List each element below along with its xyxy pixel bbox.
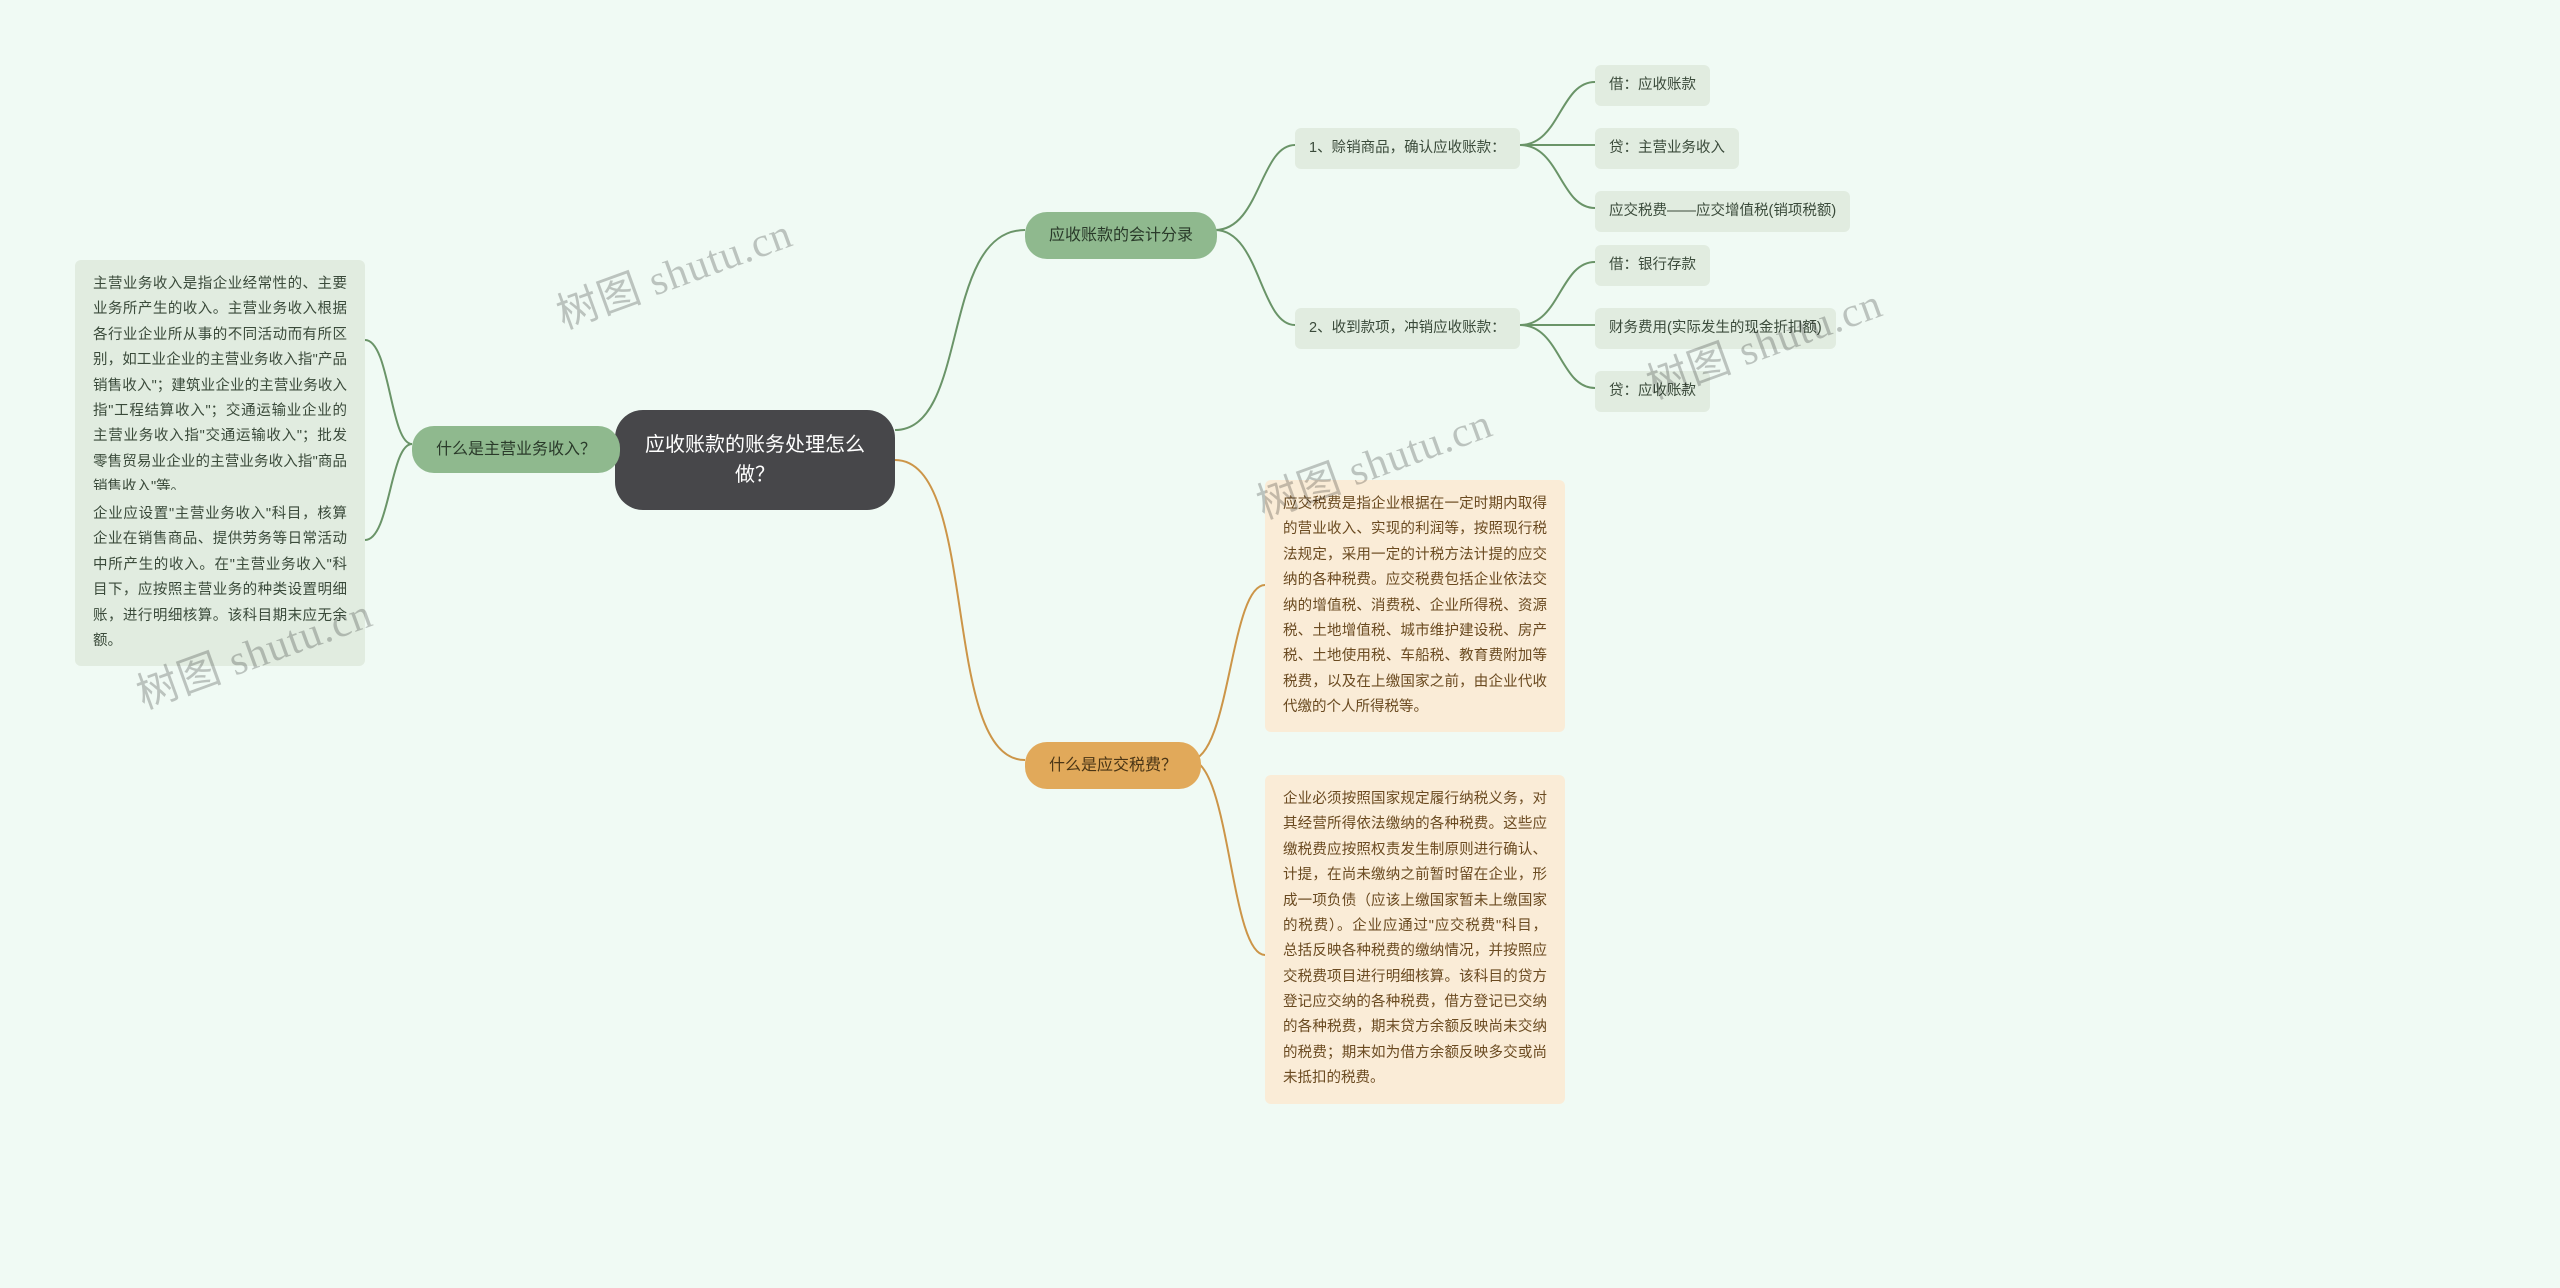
left-leaf-1: 企业应设置"主营业务收入"科目，核算企业在销售商品、提供劳务等日常活动中所产生的… bbox=[75, 490, 365, 666]
right-bottom-leaf-1: 企业必须按照国家规定履行纳税义务，对其经营所得依法缴纳的各种税费。这些应缴税费应… bbox=[1265, 775, 1565, 1104]
watermark-2: 树图 shutu.cn bbox=[547, 200, 800, 342]
group-0-entry-1: 贷：主营业务收入 bbox=[1595, 128, 1739, 169]
group-1-entry-2: 贷：应收账款 bbox=[1595, 371, 1710, 412]
right-bottom-branch-title[interactable]: 什么是应交税费？ bbox=[1025, 742, 1201, 789]
left-branch-title[interactable]: 什么是主营业务收入？ bbox=[412, 426, 620, 473]
group-0-label[interactable]: 1、赊销商品，确认应收账款： bbox=[1295, 128, 1520, 169]
group-0-entry-0: 借：应收账款 bbox=[1595, 65, 1710, 106]
left-leaf-0: 主营业务收入是指企业经常性的、主要业务所产生的收入。主营业务收入根据各行业企业所… bbox=[75, 260, 365, 512]
right-top-branch-title[interactable]: 应收账款的会计分录 bbox=[1025, 212, 1217, 259]
group-1-entry-1: 财务费用(实际发生的现金折扣额) bbox=[1595, 308, 1836, 349]
right-bottom-leaf-0: 应交税费是指企业根据在一定时期内取得的营业收入、实现的利润等，按照现行税法规定，… bbox=[1265, 480, 1565, 732]
group-1-entry-0: 借：银行存款 bbox=[1595, 245, 1710, 286]
group-0-entry-2: 应交税费——应交增值税(销项税额) bbox=[1595, 191, 1850, 232]
group-1-label[interactable]: 2、收到款项，冲销应收账款： bbox=[1295, 308, 1520, 349]
root-node[interactable]: 应收账款的账务处理怎么做？ bbox=[615, 410, 895, 510]
